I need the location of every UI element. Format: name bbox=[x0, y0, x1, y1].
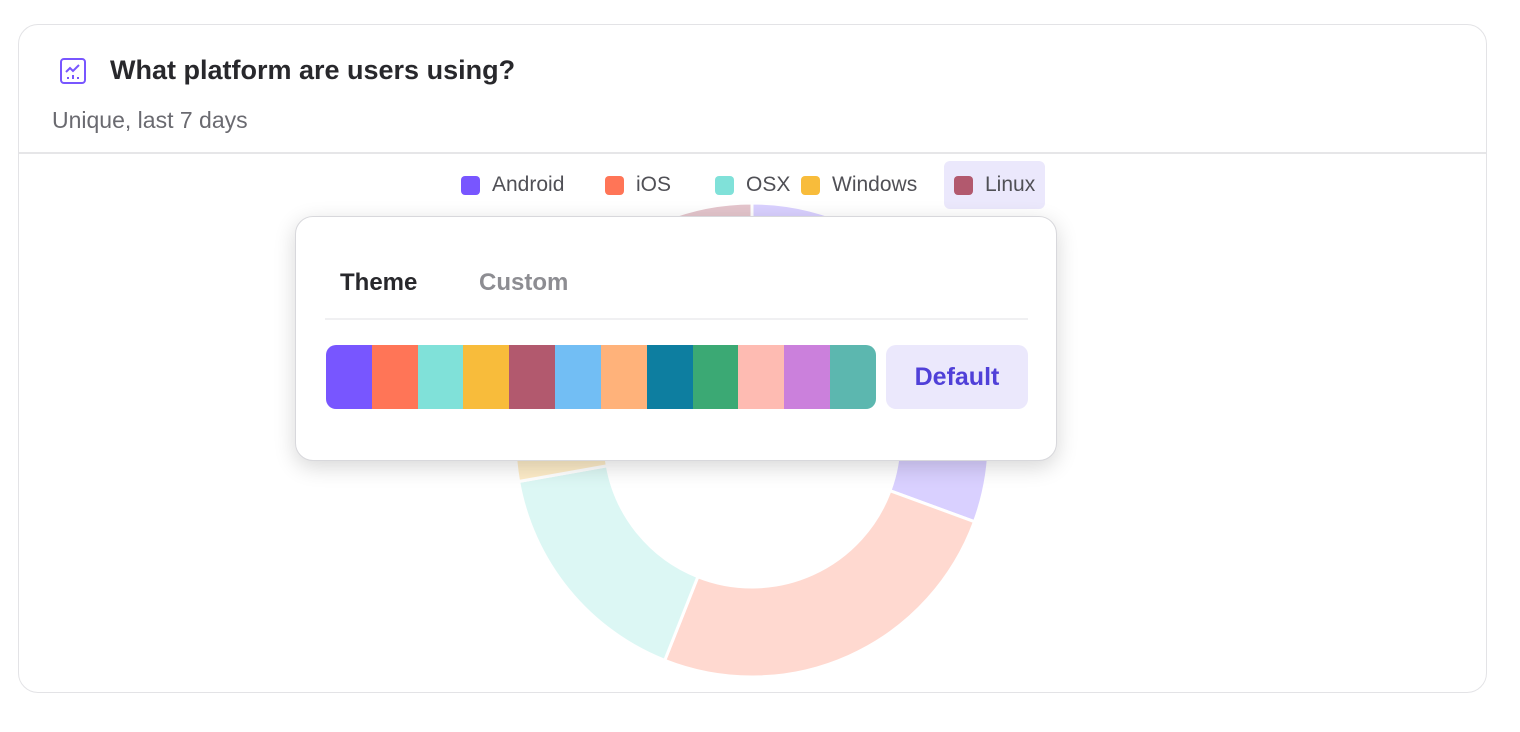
default-button[interactable]: Default bbox=[886, 345, 1028, 409]
legend-swatch bbox=[801, 175, 820, 195]
chart-card: What platform are users using? Unique, l… bbox=[18, 24, 1487, 693]
legend-label: iOS bbox=[636, 173, 672, 196]
legend-label: Android bbox=[492, 173, 565, 196]
palette-color-swatch bbox=[417, 345, 464, 409]
color-picker-popover: Theme Custom Default bbox=[295, 216, 1057, 461]
palette-color-swatch bbox=[600, 345, 647, 409]
legend-swatch bbox=[605, 175, 624, 195]
line-chart-icon bbox=[60, 58, 86, 84]
palette-color-swatch bbox=[646, 345, 693, 409]
theme-palette-swatch[interactable] bbox=[326, 345, 876, 409]
legend-item-android[interactable]: Android bbox=[451, 161, 574, 209]
donut-slice-osx[interactable] bbox=[517, 464, 700, 662]
chart-title: What platform are users using? bbox=[110, 55, 516, 85]
palette-color-swatch bbox=[692, 345, 739, 409]
legend-item-windows[interactable]: Windows bbox=[791, 161, 927, 209]
palette-color-swatch bbox=[555, 345, 601, 409]
palette-color-swatch bbox=[784, 345, 831, 409]
tab-divider bbox=[325, 318, 1028, 320]
palette-color-swatch bbox=[371, 345, 418, 409]
legend-swatch bbox=[954, 175, 973, 195]
tab-theme[interactable]: Theme bbox=[340, 269, 418, 296]
palette-color-swatch bbox=[463, 345, 510, 409]
legend-label: Linux bbox=[985, 173, 1036, 196]
header-divider bbox=[19, 152, 1486, 154]
tab-custom[interactable]: Custom bbox=[479, 269, 569, 296]
legend-item-ios[interactable]: iOS bbox=[595, 161, 681, 209]
chart-legend: Android iOS OSX Windows Linux bbox=[0, 161, 1520, 209]
palette-color-swatch bbox=[830, 345, 876, 409]
legend-swatch bbox=[715, 175, 734, 195]
legend-label: Windows bbox=[832, 173, 918, 196]
legend-swatch bbox=[461, 175, 480, 195]
palette-color-swatch bbox=[509, 345, 556, 409]
donut-slice-ios[interactable] bbox=[663, 489, 976, 679]
legend-item-linux[interactable]: Linux bbox=[944, 161, 1046, 209]
legend-item-osx[interactable]: OSX bbox=[705, 161, 800, 209]
palette-color-swatch bbox=[738, 345, 785, 409]
legend-label: OSX bbox=[746, 173, 791, 196]
chart-subtitle: Unique, last 7 days bbox=[52, 107, 248, 133]
palette-color-swatch bbox=[326, 345, 372, 409]
